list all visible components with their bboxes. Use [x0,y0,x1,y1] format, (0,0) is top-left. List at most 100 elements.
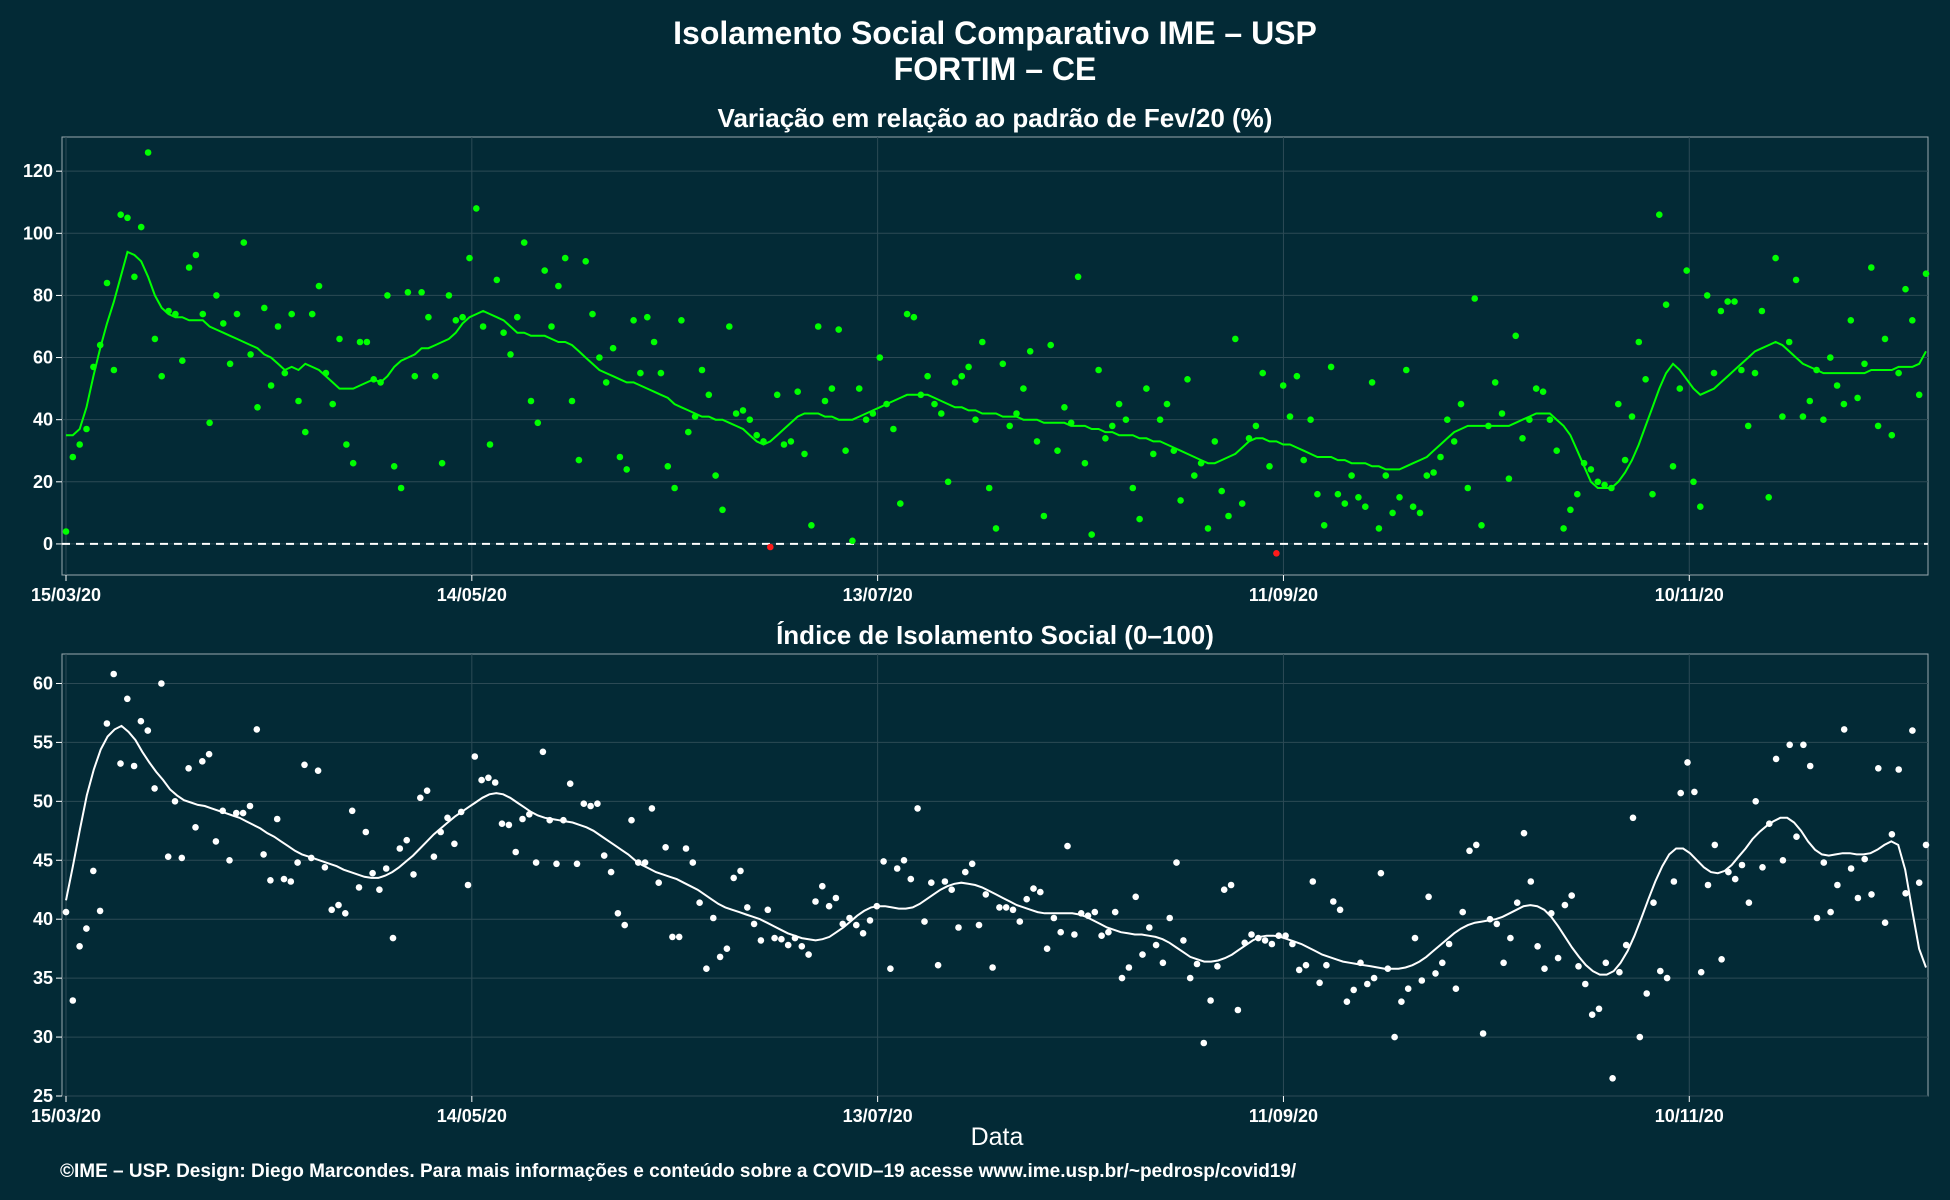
data-point [594,800,601,807]
data-point [1615,400,1622,408]
data-point [691,413,699,420]
y-tick-label: 120 [23,161,53,181]
data-point [890,425,897,433]
data-point [1868,264,1875,271]
data-point [1915,391,1923,399]
data-point [1909,317,1916,324]
data-point [1040,512,1048,520]
data-point [267,877,274,884]
data-point [103,720,111,727]
data-point [1635,338,1643,346]
data-point [185,264,193,271]
data-point [1861,855,1868,863]
data-point [835,326,842,333]
data-point [1703,292,1711,299]
data-point [1132,893,1139,901]
data-point [1493,920,1501,928]
data-point [1669,463,1677,470]
x-tick-label: 10/11/20 [1655,1106,1724,1126]
data-point [828,385,836,392]
data-point [1902,285,1909,293]
data-point [1370,974,1378,982]
data-point [955,924,962,931]
data-point [1355,494,1362,501]
data-point [1211,438,1219,445]
data-point [260,851,267,858]
data-point [1432,970,1439,977]
data-point [1033,438,1041,445]
data-point [1163,400,1171,408]
data-point [1071,931,1078,938]
data-point [1539,388,1547,396]
data-point [1766,820,1773,827]
data-point [432,372,439,380]
data-point [96,341,104,349]
data-point [83,925,90,932]
data-point [805,951,812,958]
data-point [1854,394,1861,402]
data-point [1054,447,1061,455]
data-point [471,753,479,760]
data-point [500,329,507,337]
data-point [821,397,829,405]
data-point [1779,857,1787,864]
data-point [561,254,569,262]
data-point [685,428,692,436]
data-point [1909,727,1916,734]
data-point [1430,469,1437,476]
data-point [794,388,801,396]
data-point [137,717,145,725]
data-point [965,363,972,371]
data-point [1500,959,1507,967]
data-point [616,453,624,461]
data-point [281,369,289,377]
data-point [452,317,460,324]
data-point [302,428,309,436]
data-point [575,456,583,464]
data-point [1527,878,1535,885]
data-point [336,335,343,343]
data-point [233,310,241,318]
data-point [397,484,405,492]
data-point [1362,503,1369,511]
data-point [1650,899,1657,906]
data-point [1478,522,1485,529]
data-point [1677,789,1684,797]
data-point [1697,968,1705,976]
data-point [553,860,560,868]
data-point [1218,487,1225,495]
data-point [539,748,547,756]
data-point [507,351,514,358]
data-point [739,407,747,414]
data-point [1922,270,1930,278]
data-point [1670,878,1678,885]
data-point [1587,466,1595,473]
data-point [96,907,104,915]
data-point [349,459,357,467]
data-point [384,292,391,299]
data-point [1293,372,1301,380]
data-point [732,410,740,417]
data-point [958,372,966,380]
data-point [587,802,594,810]
data-point [635,859,642,866]
data-point [1152,941,1160,949]
data-point [560,816,567,824]
data-point [254,404,261,411]
data-point [1234,1006,1242,1014]
data-point [746,416,754,424]
data-point [294,859,301,866]
data-point [671,484,678,492]
data-point [951,379,959,386]
data-point [301,761,308,769]
data-point [1718,956,1725,963]
data-point [1047,341,1054,349]
data-point [628,816,635,824]
data-point [1868,891,1875,898]
data-point [675,933,683,941]
data-point [1513,899,1521,906]
data-point [532,859,540,866]
data-point [1177,497,1184,504]
data-point [512,848,519,856]
y-tick-label: 40 [33,410,53,430]
